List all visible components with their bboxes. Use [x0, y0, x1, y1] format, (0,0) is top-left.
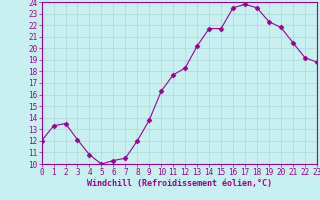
- X-axis label: Windchill (Refroidissement éolien,°C): Windchill (Refroidissement éolien,°C): [87, 179, 272, 188]
